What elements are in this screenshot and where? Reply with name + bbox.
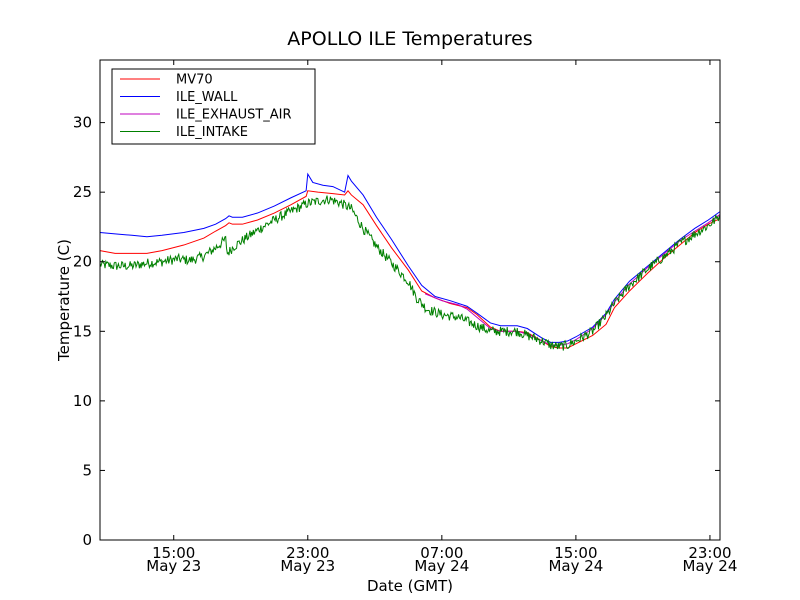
- y-tick-label: 10: [73, 392, 92, 410]
- y-tick-label: 0: [82, 531, 92, 549]
- plot-frame: [99, 59, 721, 541]
- y-tick-label: 25: [73, 183, 92, 201]
- x-tick-time-label: 07:00: [420, 544, 463, 562]
- x-tick-date-label: May 24: [548, 557, 603, 575]
- y-tick-label: 30: [73, 114, 92, 132]
- y-tick-label: 15: [73, 322, 92, 340]
- x-tick-date-label: May 23: [146, 557, 201, 575]
- legend-label: ILE_WALL: [176, 90, 238, 105]
- legend-label: MV70: [176, 73, 213, 88]
- x-tick-date-label: May 24: [414, 557, 469, 575]
- y-axis-label: Temperature (C): [55, 239, 73, 362]
- legend: MV70 ILE_WALL ILE_EXHAUST_AIR ILE_INTAKE: [111, 68, 316, 145]
- series-line-mv70: [99, 189, 721, 349]
- x-axis-label: Date (GMT): [367, 577, 453, 595]
- y-tick-label: 5: [82, 461, 92, 479]
- x-tick-time-label: 15:00: [554, 544, 597, 562]
- legend-label: ILE_INTAKE: [176, 125, 248, 140]
- series-line-ile-intake: [99, 195, 721, 351]
- x-tick-date-label: May 24: [683, 557, 738, 575]
- x-tick-time-label: 23:00: [688, 544, 731, 562]
- y-tick-label: 20: [73, 253, 92, 271]
- series-line-ile-exhaust-air: [424, 214, 721, 346]
- chart-title: APOLLO ILE Temperatures: [287, 28, 532, 50]
- legend-label: ILE_EXHAUST_AIR: [176, 108, 292, 123]
- x-tick-time-label: 15:00: [152, 544, 195, 562]
- x-tick-time-label: 23:00: [286, 544, 329, 562]
- plot-area: [99, 172, 721, 351]
- x-tick-date-label: May 23: [280, 557, 335, 575]
